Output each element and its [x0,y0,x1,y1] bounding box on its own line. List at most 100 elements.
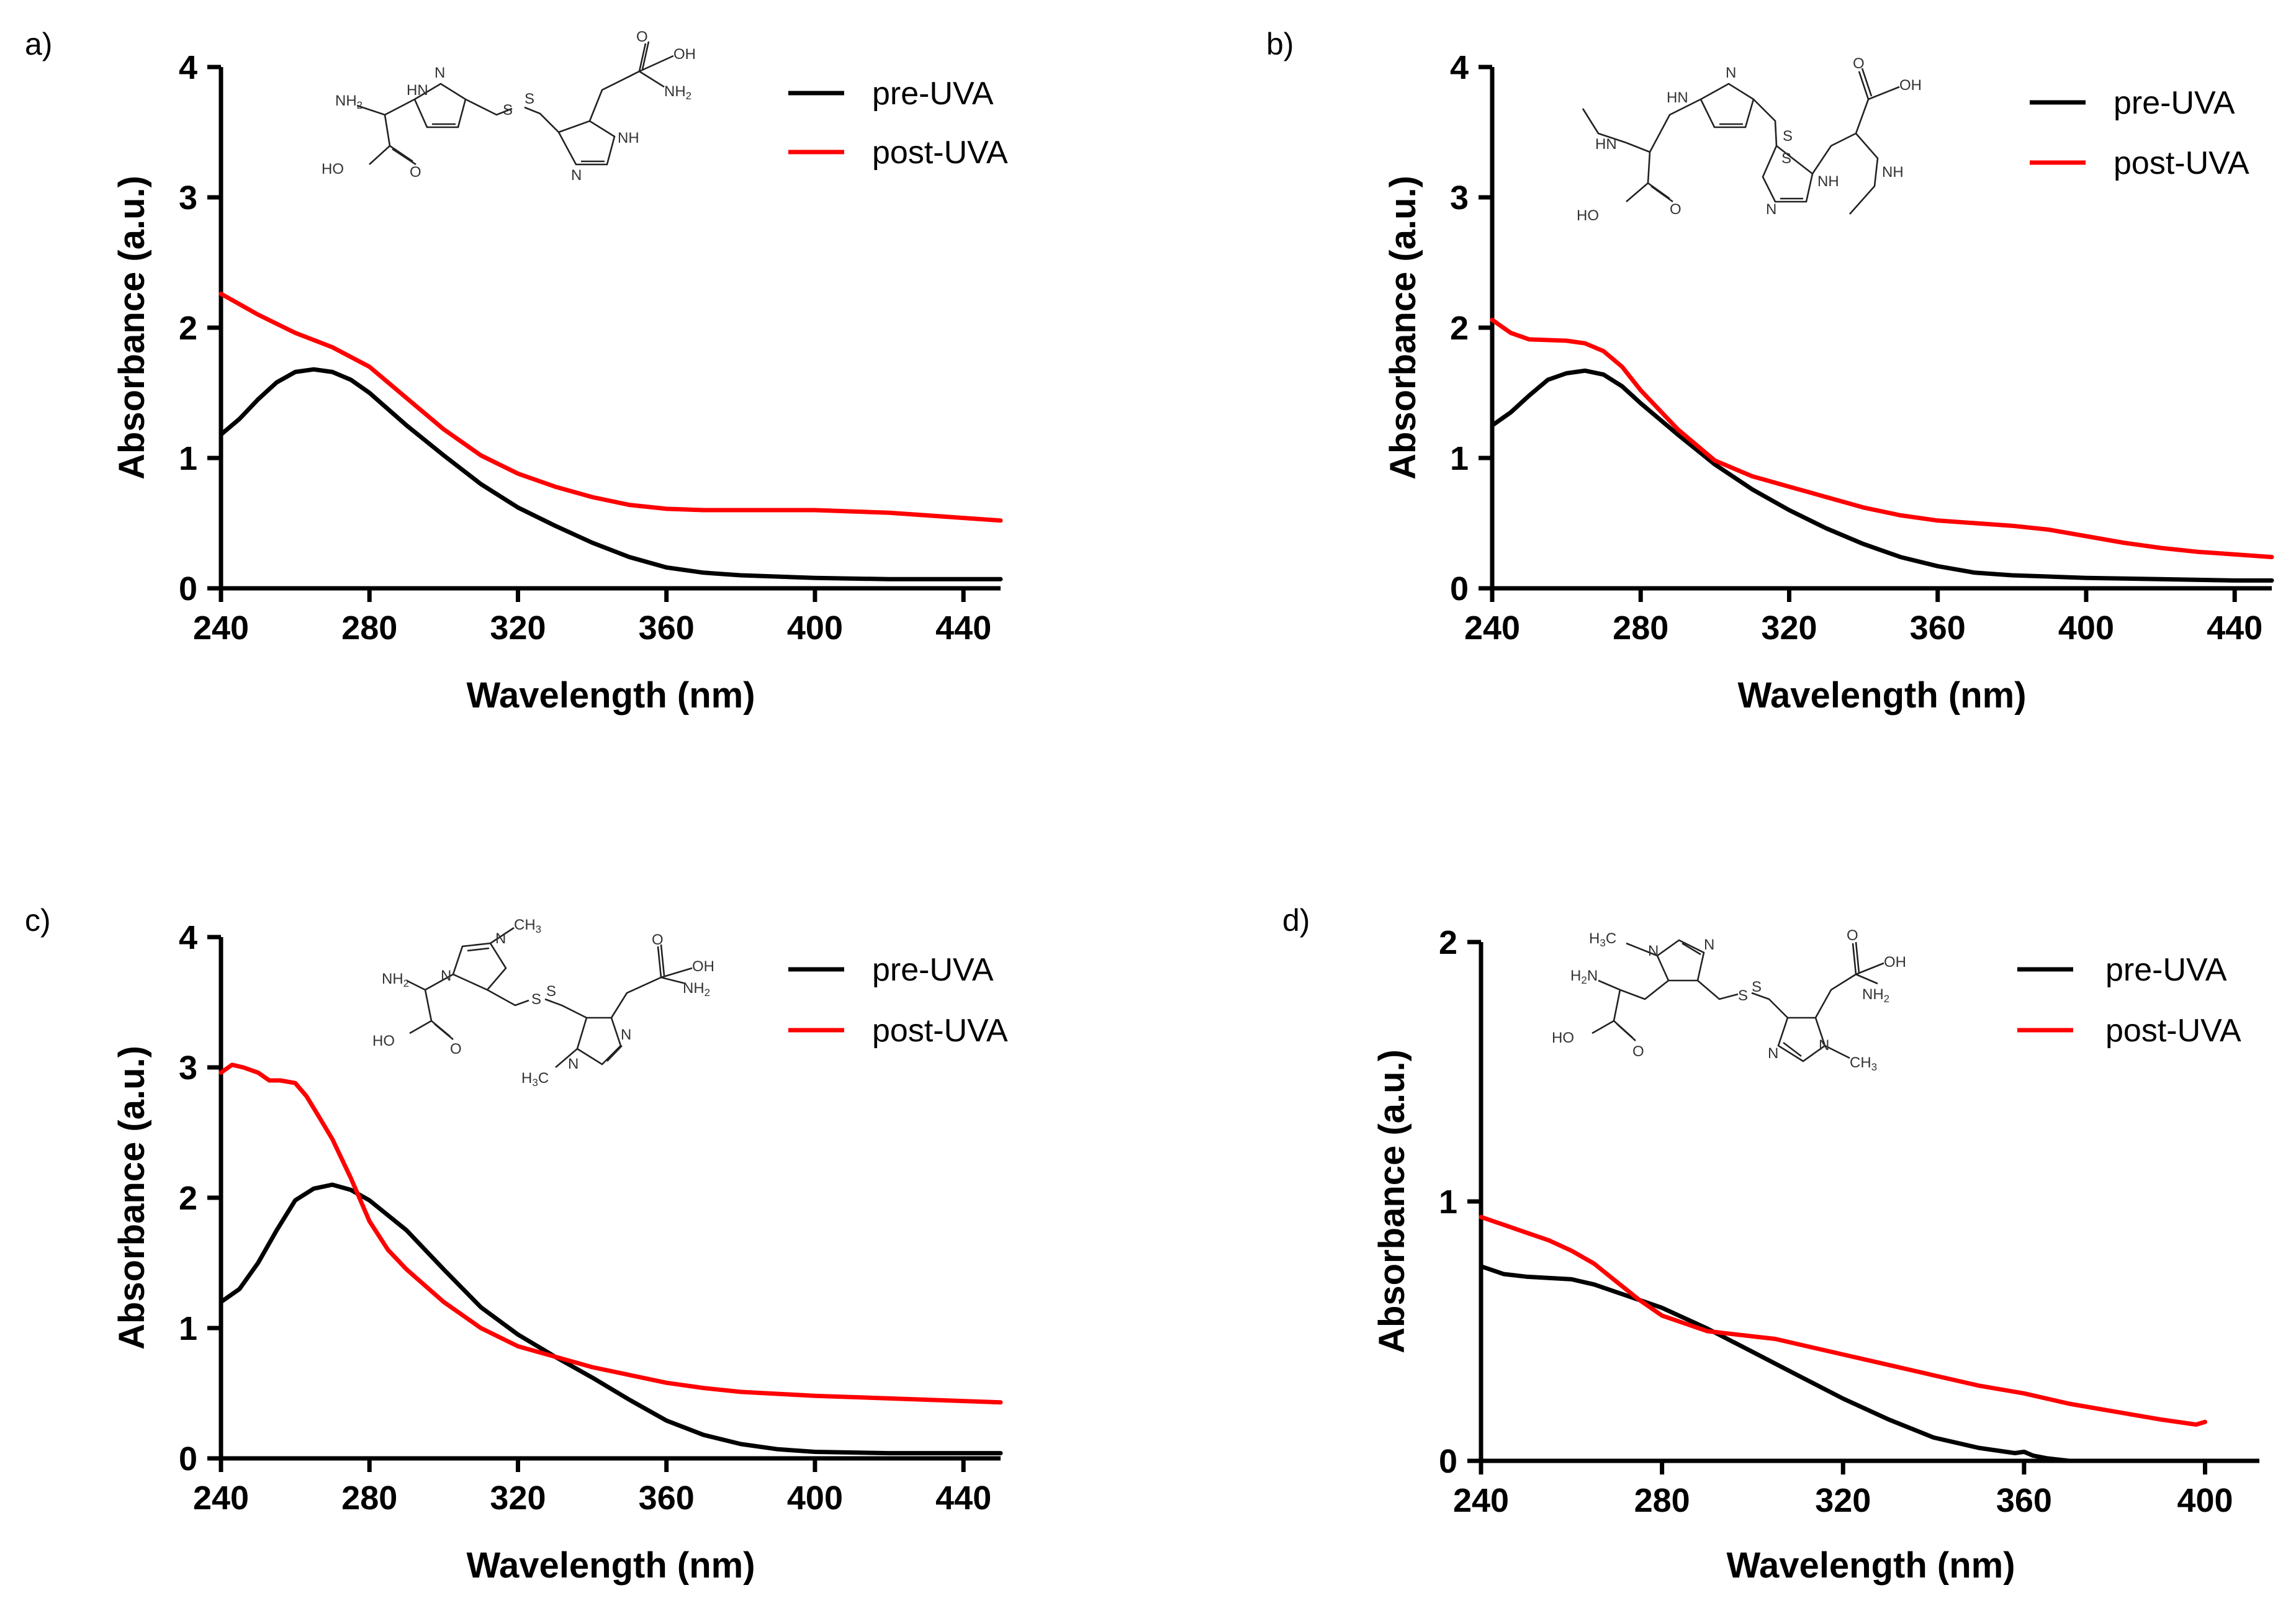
x-tick-label: 320 [1761,609,1817,647]
legend-label-post-uva: post-UVA [2114,145,2249,181]
legend-label-pre-uva: pre-UVA [872,76,994,112]
legend: pre-UVA post-UVA [788,76,1008,171]
svg-text:HN: HN [1667,89,1688,106]
series-group [1479,1214,2253,1463]
svg-text:NH2: NH2 [335,92,362,111]
series-group [218,1062,1003,1456]
svg-text:S: S [524,91,534,107]
axes-frame [1490,67,2272,591]
x-tick-label: 240 [1453,1482,1509,1519]
svg-text:OH: OH [692,958,714,975]
svg-text:NH2: NH2 [1862,986,1889,1005]
panel-d: d) 240 280 320 360 400 0 1 2 Wavelength (nm) Ab… [1282,903,2259,1586]
svg-text:N: N [571,167,582,184]
legend-label-post-uva: post-UVA [872,135,1008,171]
y-axis-title: Absorbance (a.u.) [1372,1049,1412,1353]
x-tick-label: 360 [639,1479,695,1517]
panel-label: b) [1266,27,1294,61]
y-tick-label: 2 [1439,924,1457,961]
x-tick-label: 440 [935,1479,991,1517]
x-tick-label: 320 [1815,1482,1871,1519]
y-axis-title: Absorbance (a.u.) [112,176,152,480]
svg-text:HN: HN [407,82,428,99]
legend: pre-UVA post-UVA [2017,952,2241,1049]
x-tick-label: 320 [490,609,546,647]
y-tick-label: 4 [179,49,197,86]
x-axis-title: Wavelength (nm) [1737,675,2026,716]
series-line-post-uva [1479,1214,2207,1427]
panel-label: c) [25,903,51,938]
svg-text:H3C: H3C [521,1070,549,1089]
svg-text:HO: HO [322,161,344,177]
y-tick-label: 0 [179,1440,197,1478]
svg-text:N: N [441,967,451,984]
svg-text:HO: HO [1577,207,1599,224]
svg-text:S: S [1752,979,1762,995]
tick-group: 240 280 320 360 400 440 0 1 2 3 4 [179,49,991,647]
x-tick-label: 280 [1634,1482,1690,1519]
svg-text:NH2: NH2 [683,980,710,999]
y-tick-label: 0 [1439,1443,1457,1480]
x-tick-label: 240 [1464,609,1520,647]
svg-text:S: S [1738,987,1748,1004]
y-tick-label: 2 [1450,310,1469,347]
y-axis-title: Absorbance (a.u.) [1383,176,1423,480]
y-tick-label: 3 [179,1049,197,1087]
panel-b: b) 240 280 320 360 400 440 0 1 2 3 4 Wavelength (n… [1266,27,2274,716]
svg-text:S: S [546,983,556,1000]
molecule-structure-b: HN N S S N NH HN HO O NH O OH [1577,55,1922,224]
x-tick-label: 280 [1613,609,1668,647]
series-line-post-uva [218,291,1003,523]
x-tick-label: 280 [341,609,397,647]
svg-text:H3C: H3C [1589,930,1616,949]
legend-label-post-uva: post-UVA [872,1013,1008,1049]
x-tick-label: 360 [1910,609,1966,647]
molecule-structure-d: N N H3C S S N N CH3 H2N HO O NH2 O OH [1552,927,1906,1073]
panel-a: a) 240 280 320 360 400 440 0 1 2 3 4 Wavelength (n… [25,27,1008,716]
tick-group: 240 280 320 360 400 0 1 2 [1439,924,2233,1519]
x-tick-label: 440 [935,609,991,647]
svg-text:O: O [450,1041,462,1057]
svg-text:N: N [1648,943,1659,959]
x-tick-label: 280 [341,1479,397,1517]
x-tick-label: 240 [193,609,249,647]
svg-text:O: O [1632,1043,1644,1060]
svg-text:N: N [1766,201,1776,218]
y-tick-label: 4 [1450,49,1469,86]
y-tick-label: 1 [1450,440,1469,477]
y-tick-label: 2 [179,1180,197,1217]
y-tick-label: 1 [1439,1183,1457,1221]
x-tick-label: 400 [787,1479,843,1517]
svg-text:N: N [495,930,506,947]
y-tick-label: 1 [179,1310,197,1347]
legend: pre-UVA post-UVA [788,952,1008,1049]
molecule-structure-c: N N CH3 S S N N H3C NH2 O OH NH2 HO O [372,917,714,1089]
x-tick-label: 240 [193,1479,249,1517]
legend: pre-UVA post-UVA [2030,85,2249,181]
svg-text:O: O [1853,55,1865,72]
panel-label: a) [25,27,52,61]
y-tick-label: 0 [179,570,197,608]
svg-text:HO: HO [372,1033,395,1049]
svg-text:S: S [503,102,513,119]
series-line-pre-uva [218,1182,1003,1456]
svg-text:NH: NH [1882,164,1904,181]
svg-text:N: N [1704,936,1714,953]
svg-text:NH2: NH2 [382,971,409,989]
svg-text:N: N [621,1026,631,1043]
svg-text:O: O [1670,201,1681,218]
svg-text:OH: OH [673,46,696,63]
y-tick-label: 1 [179,440,197,477]
y-tick-label: 3 [1450,179,1469,217]
svg-text:N: N [1726,65,1736,81]
series-group [218,291,1003,581]
svg-text:CH3: CH3 [514,917,541,935]
svg-text:NH: NH [1817,173,1839,190]
svg-text:N: N [1819,1037,1829,1054]
series-line-pre-uva [218,367,1003,581]
x-tick-label: 320 [490,1479,546,1517]
svg-text:N: N [568,1056,579,1072]
svg-text:O: O [1847,927,1858,944]
series-group [1490,317,2274,583]
